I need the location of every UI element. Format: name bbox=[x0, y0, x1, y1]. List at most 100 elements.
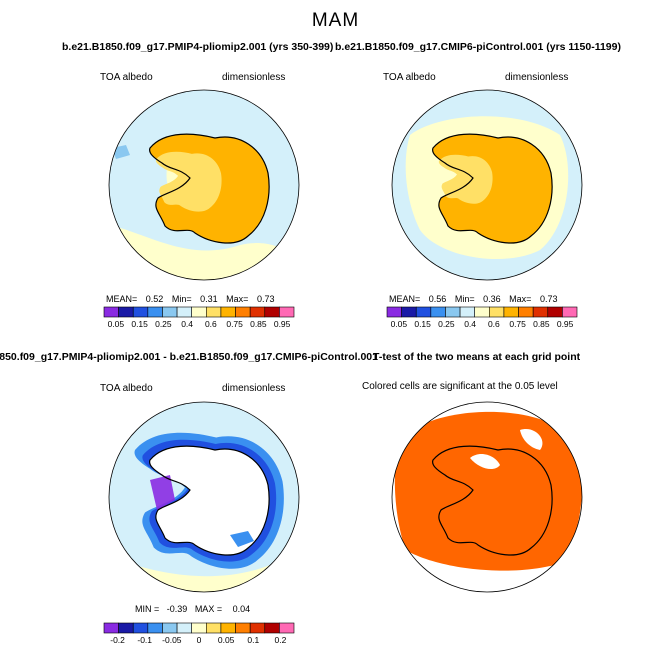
panel1-units: dimensionless bbox=[222, 72, 286, 83]
panel3-min-label: MIN = bbox=[135, 604, 160, 614]
panel3-colorbar-swatch-10 bbox=[249, 622, 266, 634]
panel3-colorbar-swatch-9 bbox=[235, 622, 251, 634]
panel2-stats: MEAN= 0.56 Min= 0.36 Max= 0.73 bbox=[389, 294, 557, 304]
panel1-stats: MEAN= 0.52 Min= 0.31 Max= 0.73 bbox=[106, 294, 274, 304]
panel3-colorbar-tick-label-3: 0 bbox=[197, 635, 202, 645]
panel2-colorbar-swatch-0 bbox=[386, 306, 402, 318]
panel2-units: dimensionless bbox=[505, 72, 569, 83]
panel3-colorbar-tick-label-0: -0.2 bbox=[110, 635, 125, 645]
panel2-colorbar-swatch-3 bbox=[430, 306, 446, 318]
panel2-colorbar-tick-label-4: 0.6 bbox=[488, 319, 500, 329]
panel2-colorbar-swatch-4 bbox=[445, 306, 461, 318]
panel1-colorbar: 0.05 0.15 0.25 0.4 0.6 0.75 0.85 0.95 bbox=[103, 306, 295, 329]
panel1-max-label: Max= bbox=[226, 294, 249, 304]
panel1-max: 0.73 bbox=[256, 294, 275, 304]
panel1-min-label: Min= bbox=[171, 294, 192, 304]
panel2-colorbar-swatch-1 bbox=[401, 306, 417, 318]
panel2-max-label: Max= bbox=[509, 294, 532, 304]
panel1-colorbar-swatch-9 bbox=[235, 306, 251, 318]
panel2-colorbar-tick-label-5: 0.75 bbox=[509, 319, 526, 329]
panel2-variable: TOA albedo bbox=[383, 72, 436, 83]
panel4-map bbox=[391, 401, 583, 593]
panel1-colorbar-tick-label-0: 0.05 bbox=[108, 319, 125, 329]
panel1-colorbar-tick-label-4: 0.6 bbox=[205, 319, 217, 329]
panel1-colorbar-tick-label-6: 0.85 bbox=[250, 319, 267, 329]
panel3-colorbar-swatch-1 bbox=[118, 622, 134, 634]
panel2-case-title: b.e21.B1850.f09_g17.CMIP6-piControl.001 … bbox=[335, 41, 621, 53]
panel1-colorbar-swatch-6 bbox=[191, 306, 207, 318]
panel2-colorbar-tick-label-3: 0.4 bbox=[464, 319, 476, 329]
panel2-colorbar-swatch-5 bbox=[459, 306, 475, 318]
panel3-colorbar-tick-label-5: 0.1 bbox=[247, 635, 259, 645]
panel3-colorbar-swatch-5 bbox=[176, 622, 192, 634]
panel3-case-title-text: b.e21.B1850.f09_g17.PMIP4-pliomip2.001 -… bbox=[0, 351, 378, 363]
panel1-colorbar-swatch-8 bbox=[220, 306, 236, 318]
panel3-case-title: b.e21.B1850.f09_g17.PMIP4-pliomip2.001 -… bbox=[0, 351, 378, 363]
panel1-colorbar-tick-label-5: 0.75 bbox=[226, 319, 243, 329]
panel2-colorbar-tick-label-1: 0.15 bbox=[414, 319, 431, 329]
panel2-colorbar-tick-label-0: 0.05 bbox=[391, 319, 408, 329]
panel1-colorbar-swatch-7 bbox=[206, 306, 222, 318]
panel1-colorbar-tick-label-2: 0.25 bbox=[155, 319, 172, 329]
panel2-map bbox=[391, 89, 583, 281]
panel3-variable: TOA albedo bbox=[100, 383, 153, 394]
main-title: MAM bbox=[311, 10, 360, 31]
panel1-colorbar-swatch-0 bbox=[103, 306, 119, 318]
panel2-mean: 0.56 bbox=[428, 294, 447, 304]
panel1-colorbar-swatch-11 bbox=[264, 306, 280, 318]
panel3-colorbar-tick-label-4: 0.05 bbox=[218, 635, 235, 645]
panel3-colorbar-swatch-12 bbox=[279, 622, 295, 634]
panel3-colorbar-swatch-6 bbox=[191, 622, 207, 634]
panel2-colorbar-swatch-8 bbox=[503, 306, 519, 318]
panel3-colorbar-swatch-11 bbox=[264, 622, 280, 634]
panel2-colorbar-swatch-9 bbox=[518, 306, 534, 318]
panel3-colorbar-tick-label-2: -0.05 bbox=[162, 635, 182, 645]
panel2-min: 0.36 bbox=[483, 294, 501, 304]
panel1-mean-label: MEAN= bbox=[106, 294, 138, 304]
panel2-colorbar-tick-label-2: 0.25 bbox=[438, 319, 455, 329]
panel2-colorbar-swatch-10 bbox=[532, 306, 549, 318]
panel3-units: dimensionless bbox=[222, 383, 286, 394]
panel2-colorbar-swatch-2 bbox=[415, 306, 432, 318]
panel2-mean-label: MEAN= bbox=[389, 294, 421, 304]
panel3-colorbar-swatch-8 bbox=[220, 622, 236, 634]
panel1-colorbar-swatch-12 bbox=[279, 306, 295, 318]
panel4-title: T-test of the two means at each grid poi… bbox=[373, 351, 581, 363]
panel1-colorbar-swatch-2 bbox=[132, 306, 149, 318]
panel3-colorbar-tick-label-6: 0.2 bbox=[275, 635, 287, 645]
panel2-min-label: Min= bbox=[454, 294, 475, 304]
panel2-colorbar-swatch-6 bbox=[474, 306, 490, 318]
panel3-max: 0.04 bbox=[232, 604, 251, 614]
panel3-colorbar-swatch-3 bbox=[147, 622, 163, 634]
panel3-stats: MIN = -0.39 MAX = 0.04 bbox=[135, 604, 250, 614]
panel1-map bbox=[108, 89, 300, 281]
panel1-colorbar-tick-label-7: 0.95 bbox=[274, 319, 291, 329]
panel3-colorbar-tick-label-1: -0.1 bbox=[137, 635, 152, 645]
panel2-colorbar-tick-label-7: 0.95 bbox=[557, 319, 574, 329]
panel1-colorbar-swatch-4 bbox=[162, 306, 178, 318]
panel1-colorbar-swatch-5 bbox=[176, 306, 192, 318]
panel1-min: 0.31 bbox=[200, 294, 218, 304]
panel3-map bbox=[108, 401, 300, 593]
panel3-min: -0.39 bbox=[166, 604, 188, 614]
panel1-mean: 0.52 bbox=[145, 294, 164, 304]
panel1-colorbar-swatch-3 bbox=[147, 306, 163, 318]
panel1-colorbar-swatch-10 bbox=[249, 306, 266, 318]
panel2-colorbar: 0.05 0.15 0.25 0.4 0.6 0.75 0.85 0.95 bbox=[386, 306, 578, 329]
panel3-colorbar-swatch-4 bbox=[162, 622, 178, 634]
panel1-colorbar-tick-label-1: 0.15 bbox=[131, 319, 148, 329]
panel2-colorbar-swatch-11 bbox=[547, 306, 563, 318]
panel3-colorbar: -0.2 -0.1 -0.05 0 0.05 0.1 0.2 bbox=[103, 622, 295, 645]
panel3-colorbar-swatch-7 bbox=[206, 622, 222, 634]
panel3-colorbar-swatch-0 bbox=[103, 622, 119, 634]
panel1-variable: TOA albedo bbox=[100, 72, 153, 83]
panel2-colorbar-swatch-12 bbox=[562, 306, 578, 318]
panel2-colorbar-tick-label-6: 0.85 bbox=[533, 319, 550, 329]
panel1-case-title: b.e21.B1850.f09_g17.PMIP4-pliomip2.001 (… bbox=[62, 41, 334, 53]
panel1-colorbar-tick-label-3: 0.4 bbox=[181, 319, 193, 329]
panel2-max: 0.73 bbox=[539, 294, 558, 304]
panel3-max-label: MAX = bbox=[194, 604, 223, 614]
panel3-colorbar-swatch-2 bbox=[132, 622, 149, 634]
panel2-colorbar-swatch-7 bbox=[489, 306, 505, 318]
